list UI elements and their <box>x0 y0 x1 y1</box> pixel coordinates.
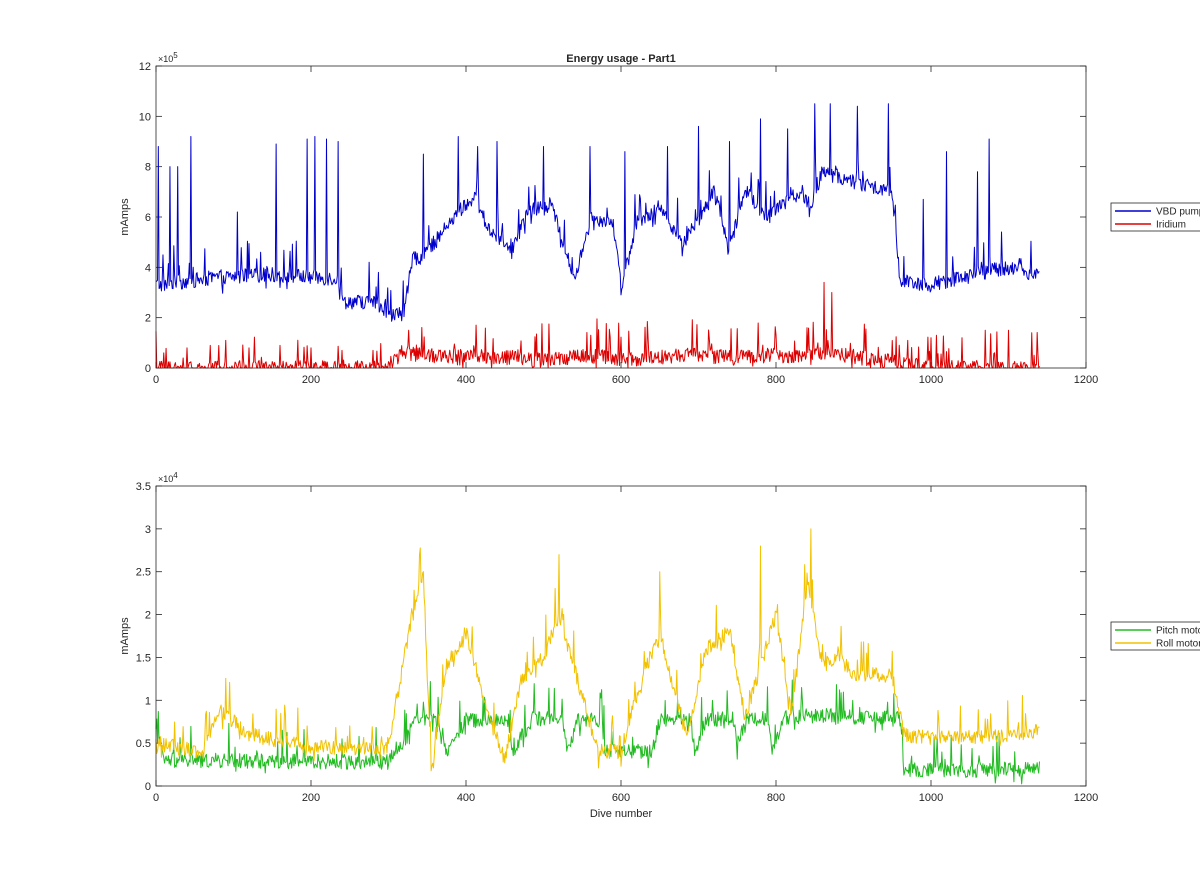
y-exponent-label: ×105 <box>158 51 178 64</box>
x-tick-label: 400 <box>457 374 475 386</box>
chart-title: Energy usage - Part1 <box>566 53 675 65</box>
axes-box <box>155 485 1087 787</box>
series-line-roll-motor <box>155 528 1040 772</box>
x-tick-label: 1200 <box>1074 792 1098 804</box>
y-exponent-label: ×104 <box>158 471 178 484</box>
x-tick-label: 400 <box>457 792 475 804</box>
y-tick-label: 0 <box>145 781 151 793</box>
legend: VBD pump Iridium <box>1110 202 1200 232</box>
x-tick-label: 600 <box>612 792 630 804</box>
x-tick-label: 0 <box>153 374 159 386</box>
y-tick-label: 1 <box>145 695 151 707</box>
legend-entry-label: Pitch motor <box>1156 626 1200 637</box>
y-tick-label: 12 <box>139 61 151 73</box>
series-line-iridium <box>155 281 1040 369</box>
x-tick-label: 200 <box>302 792 320 804</box>
legend: Pitch motor Roll motor <box>1110 621 1200 651</box>
legend-entry-label: Iridium <box>1156 220 1186 231</box>
x-axis-label: Dive number <box>590 808 653 820</box>
y-exponent-power: 5 <box>173 51 178 60</box>
y-tick-label: 3 <box>145 524 151 536</box>
x-tick-label: 1000 <box>919 792 943 804</box>
series-line-pitch-motor <box>155 679 1040 785</box>
y-tick-label: 10 <box>139 111 151 123</box>
x-tick-label: 600 <box>612 374 630 386</box>
legend-box <box>1110 202 1200 232</box>
x-tick-label: 0 <box>153 792 159 804</box>
plot-area <box>156 66 1086 368</box>
y-tick-label: 3.5 <box>136 481 151 493</box>
x-tick-label: 800 <box>767 792 785 804</box>
y-tick-label: 2.5 <box>136 567 151 579</box>
legend-box <box>1110 621 1200 651</box>
series-line-vbd-pump <box>155 103 1040 322</box>
y-tick-label: 4 <box>145 262 151 274</box>
x-tick-label: 800 <box>767 374 785 386</box>
chart-top-energy-usage: 0 200 400 600 800 1000 1200 0 2 4 6 8 10 12 ×105 mAmps E… <box>119 51 1200 386</box>
legend-entry-label: Roll motor <box>1156 639 1200 650</box>
y-axis-label: mAmps <box>119 617 131 655</box>
y-tick-label: 8 <box>145 162 151 174</box>
chart-bottom-motor-usage: 0 200 400 600 800 1000 1200 0 0.5 1 1.5 2 2.5 3 3.5 ×10… <box>119 471 1200 820</box>
y-axis-label: mAmps <box>119 198 131 236</box>
y-exponent-power: 4 <box>173 471 178 480</box>
x-tick-label: 1000 <box>919 374 943 386</box>
y-tick-label: 2 <box>145 610 151 622</box>
x-tick-label: 200 <box>302 374 320 386</box>
axes-box <box>155 65 1087 369</box>
y-tick-label: 0.5 <box>136 738 151 750</box>
x-tick-label: 1200 <box>1074 374 1098 386</box>
y-tick-label: 0 <box>145 363 151 375</box>
y-tick-label: 1.5 <box>136 652 151 664</box>
legend-entry-label: VBD pump <box>1156 207 1200 218</box>
y-tick-label: 2 <box>145 313 151 325</box>
y-tick-label: 6 <box>145 212 151 224</box>
